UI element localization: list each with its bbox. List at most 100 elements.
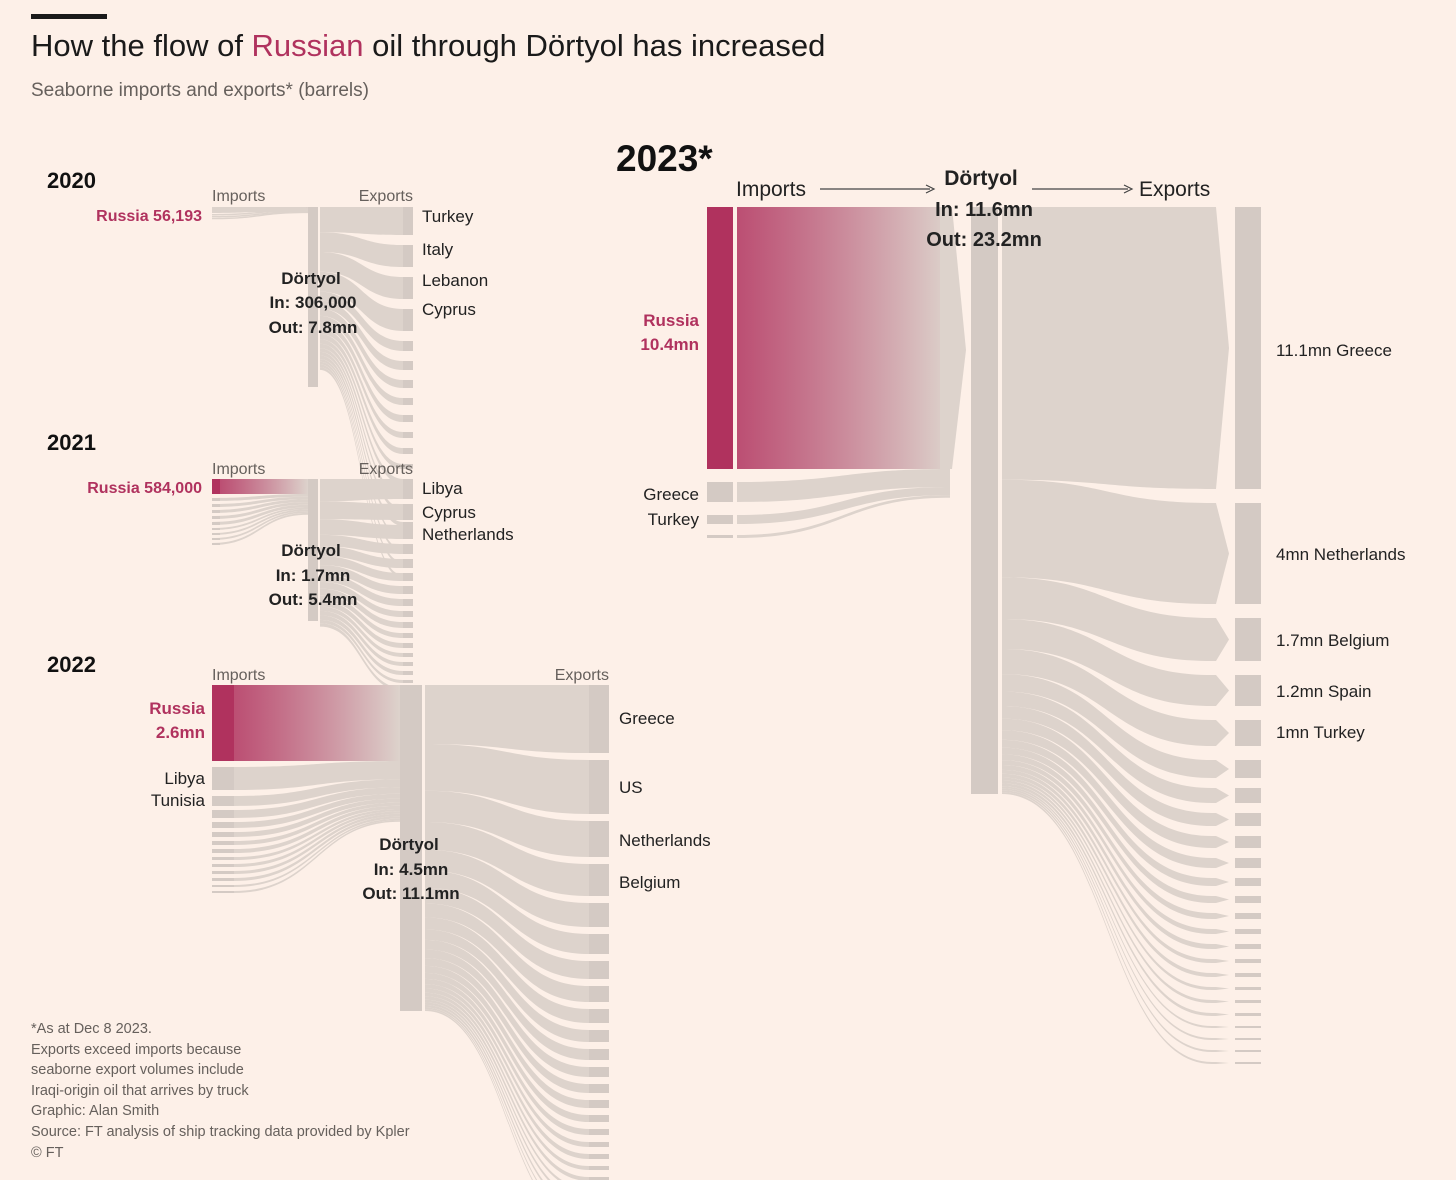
export-node <box>403 622 413 628</box>
export-node <box>403 662 413 666</box>
russia-import-label: Russia <box>643 311 699 330</box>
export-arrow-tip <box>1212 1038 1229 1040</box>
footnote-line: Graphic: Alan Smith <box>31 1103 160 1120</box>
footnote-line: Exports exceed imports because <box>31 1041 242 1058</box>
export-node <box>1235 720 1261 746</box>
export-flow <box>425 978 589 1135</box>
export-flow <box>320 351 403 512</box>
export-flow <box>320 339 403 469</box>
export-node <box>403 309 413 331</box>
export-flow <box>1002 747 1212 903</box>
hub-out-label: Out: 5.4mn <box>269 590 358 609</box>
import-node <box>212 885 234 887</box>
footnote-line: *As at Dec 8 2023. <box>31 1021 152 1037</box>
import-flow <box>234 798 400 837</box>
export-flow <box>1002 739 1212 886</box>
import-node <box>212 543 220 545</box>
export-flow <box>425 903 589 1002</box>
export-flow <box>425 996 589 1180</box>
russia-flow <box>234 685 400 761</box>
export-flow <box>1002 783 1212 1016</box>
exports-heading: Exports <box>359 461 413 478</box>
export-node <box>589 1030 609 1042</box>
import-node <box>212 767 234 790</box>
export-node <box>589 1100 609 1108</box>
import-flow <box>212 509 308 535</box>
export-arrow-tip <box>1212 503 1229 604</box>
import-flow <box>234 802 400 845</box>
export-flow <box>320 479 403 502</box>
import-node <box>212 796 234 806</box>
export-flow <box>425 1004 544 1180</box>
export-flow <box>425 988 589 1159</box>
title-accent-bar <box>31 14 107 19</box>
export-flow <box>425 685 589 753</box>
export-flow <box>1002 780 1212 1003</box>
hub-in-label: In: 11.6mn <box>935 199 1033 221</box>
import-flow <box>234 793 400 828</box>
export-arrow-tip <box>1212 1050 1229 1052</box>
export-flow <box>425 887 589 979</box>
export-node <box>403 398 413 405</box>
import-node <box>212 871 234 874</box>
russia-node <box>212 685 234 761</box>
export-node <box>403 380 413 388</box>
export-flow <box>320 348 403 498</box>
import-node <box>212 510 220 513</box>
export-node <box>403 586 413 594</box>
dortyol-hub <box>308 207 318 387</box>
hub-label: Dörtyol <box>281 269 341 288</box>
import-country-label: Libya <box>164 769 205 788</box>
export-flow <box>1002 754 1212 919</box>
import-node <box>212 528 220 530</box>
export-node <box>1235 207 1261 489</box>
dortyol-hub <box>400 685 422 1011</box>
export-flow <box>320 328 403 438</box>
russia-node <box>707 207 733 469</box>
import-node <box>212 504 220 507</box>
export-arrow-tip <box>1212 987 1229 990</box>
export-flow <box>1002 730 1212 868</box>
export-arrow-tip <box>1212 675 1229 706</box>
export-flow <box>1002 207 1212 489</box>
export-flow <box>1002 773 1212 977</box>
import-flow <box>212 210 308 218</box>
export-node <box>403 573 413 581</box>
import-node <box>212 857 234 860</box>
export-arrow-tip <box>1212 760 1229 778</box>
export-node <box>403 653 413 657</box>
export-node <box>1235 878 1261 886</box>
export-node <box>403 522 413 526</box>
export-flow <box>1002 691 1212 803</box>
export-node <box>589 1166 609 1170</box>
export-country-label: 4mn Netherlands <box>1276 545 1405 564</box>
export-flow <box>320 300 403 370</box>
export-node <box>403 643 413 648</box>
export-flow <box>425 790 589 857</box>
export-node <box>1235 1050 1261 1052</box>
export-node <box>1235 929 1261 934</box>
import-node <box>707 515 733 524</box>
export-arrow-tip <box>1212 618 1229 661</box>
export-flow <box>425 870 589 954</box>
export-arrow-tip <box>1212 973 1229 977</box>
export-flow <box>425 929 589 1042</box>
import-node <box>707 535 733 538</box>
export-country-label: Cyprus <box>422 300 476 319</box>
export-country-label: Italy <box>422 240 454 259</box>
export-country-label: 11.1mn Greece <box>1276 341 1392 360</box>
export-arrow-tip <box>1212 1062 1229 1064</box>
export-node <box>403 464 413 469</box>
export-flow <box>425 949 589 1077</box>
export-node <box>1235 959 1261 963</box>
export-arrow-tip <box>1212 929 1229 934</box>
import-node <box>212 822 234 828</box>
import-flow <box>212 507 308 530</box>
import-country-label: Turkey <box>648 510 700 529</box>
export-node <box>589 1177 609 1180</box>
export-node <box>1235 503 1261 604</box>
import-node <box>212 864 234 867</box>
import-node <box>212 538 220 540</box>
export-flow <box>320 207 403 235</box>
